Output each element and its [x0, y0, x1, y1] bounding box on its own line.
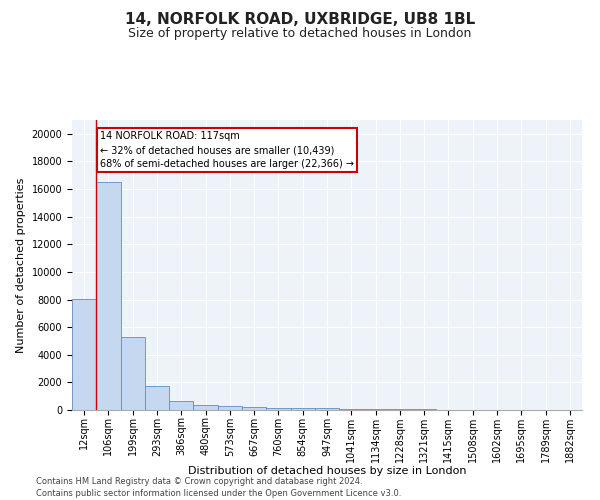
Bar	[364, 409, 388, 410]
Text: 14 NORFOLK ROAD: 117sqm
← 32% of detached houses are smaller (10,439)
68% of sem: 14 NORFOLK ROAD: 117sqm ← 32% of detache…	[100, 131, 354, 169]
Bar	[388, 409, 412, 410]
Bar	[145, 386, 169, 410]
Bar	[169, 401, 193, 410]
X-axis label: Distribution of detached houses by size in London: Distribution of detached houses by size …	[188, 466, 466, 476]
Bar	[193, 405, 218, 410]
Text: 14, NORFOLK ROAD, UXBRIDGE, UB8 1BL: 14, NORFOLK ROAD, UXBRIDGE, UB8 1BL	[125, 12, 475, 28]
Bar	[290, 408, 315, 410]
Bar	[96, 182, 121, 410]
Bar	[121, 337, 145, 410]
Text: Size of property relative to detached houses in London: Size of property relative to detached ho…	[128, 28, 472, 40]
Bar	[72, 299, 96, 410]
Bar	[266, 408, 290, 410]
Text: Contains HM Land Registry data © Crown copyright and database right 2024.
Contai: Contains HM Land Registry data © Crown c…	[36, 476, 401, 498]
Bar	[218, 406, 242, 410]
Bar	[242, 407, 266, 410]
Bar	[339, 409, 364, 410]
Bar	[315, 408, 339, 410]
Y-axis label: Number of detached properties: Number of detached properties	[16, 178, 26, 352]
